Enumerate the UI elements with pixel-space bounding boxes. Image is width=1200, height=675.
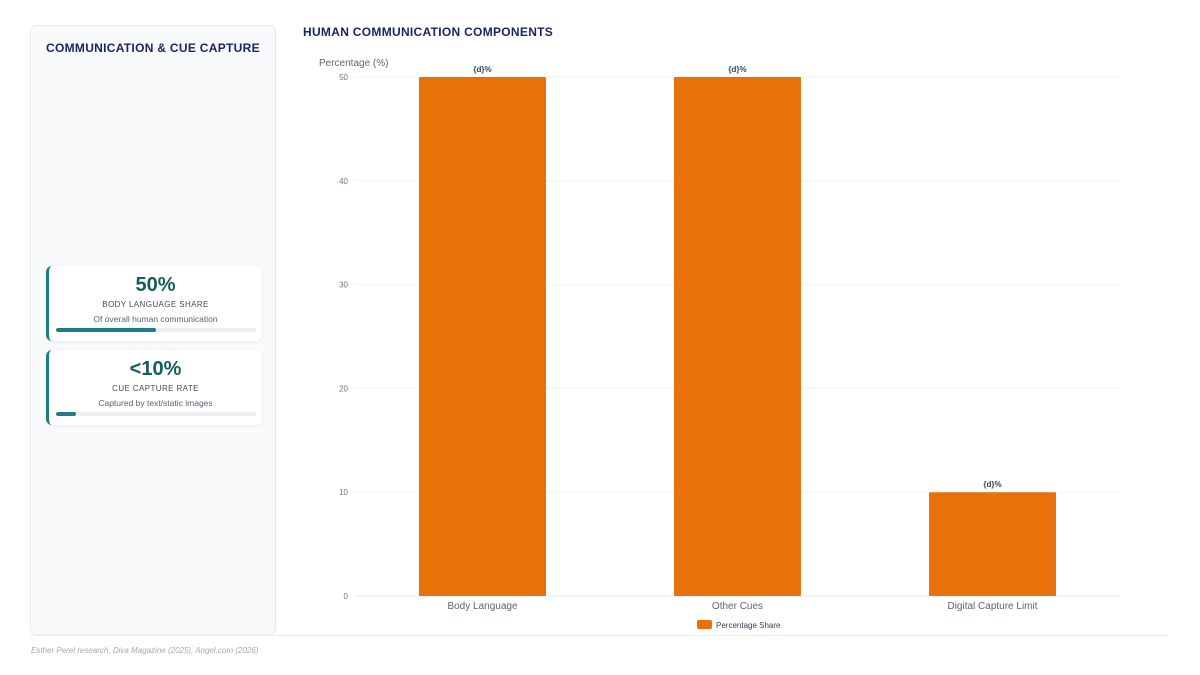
x-tick-label: Other Cues xyxy=(712,601,763,612)
x-tick-label: Digital Capture Limit xyxy=(947,601,1037,612)
sidebar-panel: COMMUNICATION & CUE CAPTURE 50% BODY LAN… xyxy=(30,25,276,635)
bar xyxy=(674,77,801,596)
y-tick-label: 20 xyxy=(339,384,348,393)
y-tick-label: 40 xyxy=(339,177,348,186)
stat-label: CUE CAPTURE RATE xyxy=(112,384,199,393)
x-tick-label: Body Language xyxy=(447,601,518,612)
stat-card-cue-capture: <10% CUE CAPTURE RATE Captured by text/s… xyxy=(46,350,262,425)
chart-title: HUMAN COMMUNICATION COMPONENTS xyxy=(303,25,554,39)
data-label: {d}% xyxy=(983,480,1001,489)
progress-bar xyxy=(56,328,256,332)
stat-card-body-language: 50% BODY LANGUAGE SHARE Of overall human… xyxy=(46,266,262,341)
legend-label: Percentage Share xyxy=(716,621,781,630)
source-note: Esther Perel research, Diva Magazine (20… xyxy=(31,646,259,655)
y-tick-label: 50 xyxy=(339,73,348,82)
y-tick-label: 10 xyxy=(339,488,348,497)
legend-swatch xyxy=(697,620,712,629)
y-axis-label: Percentage (%) xyxy=(319,58,388,69)
divider xyxy=(30,635,1168,636)
sidebar-title: COMMUNICATION & CUE CAPTURE xyxy=(46,41,260,55)
y-tick-label: 0 xyxy=(344,592,349,601)
stat-description: Of overall human communication xyxy=(93,314,218,324)
bar xyxy=(929,492,1056,596)
progress-bar xyxy=(56,412,256,416)
y-tick-label: 30 xyxy=(339,281,348,290)
data-label: {d}% xyxy=(728,65,746,74)
stat-description: Captured by text/static images xyxy=(98,398,213,408)
progress-fill xyxy=(56,328,156,332)
stat-value: 50% xyxy=(135,274,176,296)
stat-label: BODY LANGUAGE SHARE xyxy=(102,300,209,309)
stat-value: <10% xyxy=(129,358,182,380)
bar xyxy=(419,77,546,596)
progress-fill xyxy=(56,412,76,416)
data-label: {d}% xyxy=(473,65,491,74)
